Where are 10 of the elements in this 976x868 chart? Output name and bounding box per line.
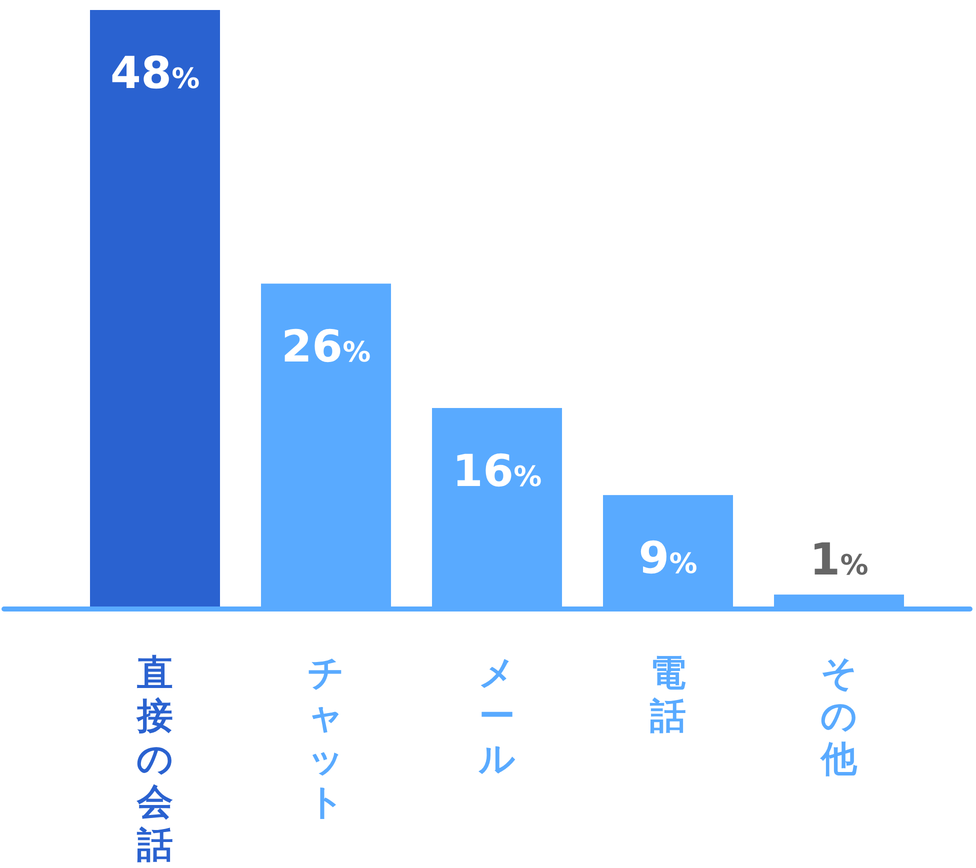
- data-label: 48%: [110, 48, 200, 99]
- x-tick-label: 直接の会話: [136, 653, 174, 866]
- x-tick-label: その他: [820, 653, 858, 780]
- x-tick-label: 電話: [650, 653, 686, 737]
- data-label: 16%: [452, 446, 542, 497]
- data-label: 9%: [638, 533, 698, 584]
- data-label: 26%: [281, 322, 371, 373]
- x-tick-label: メール: [478, 653, 516, 780]
- data-label: 1%: [810, 534, 868, 586]
- x-tick-label: チャット: [308, 653, 344, 823]
